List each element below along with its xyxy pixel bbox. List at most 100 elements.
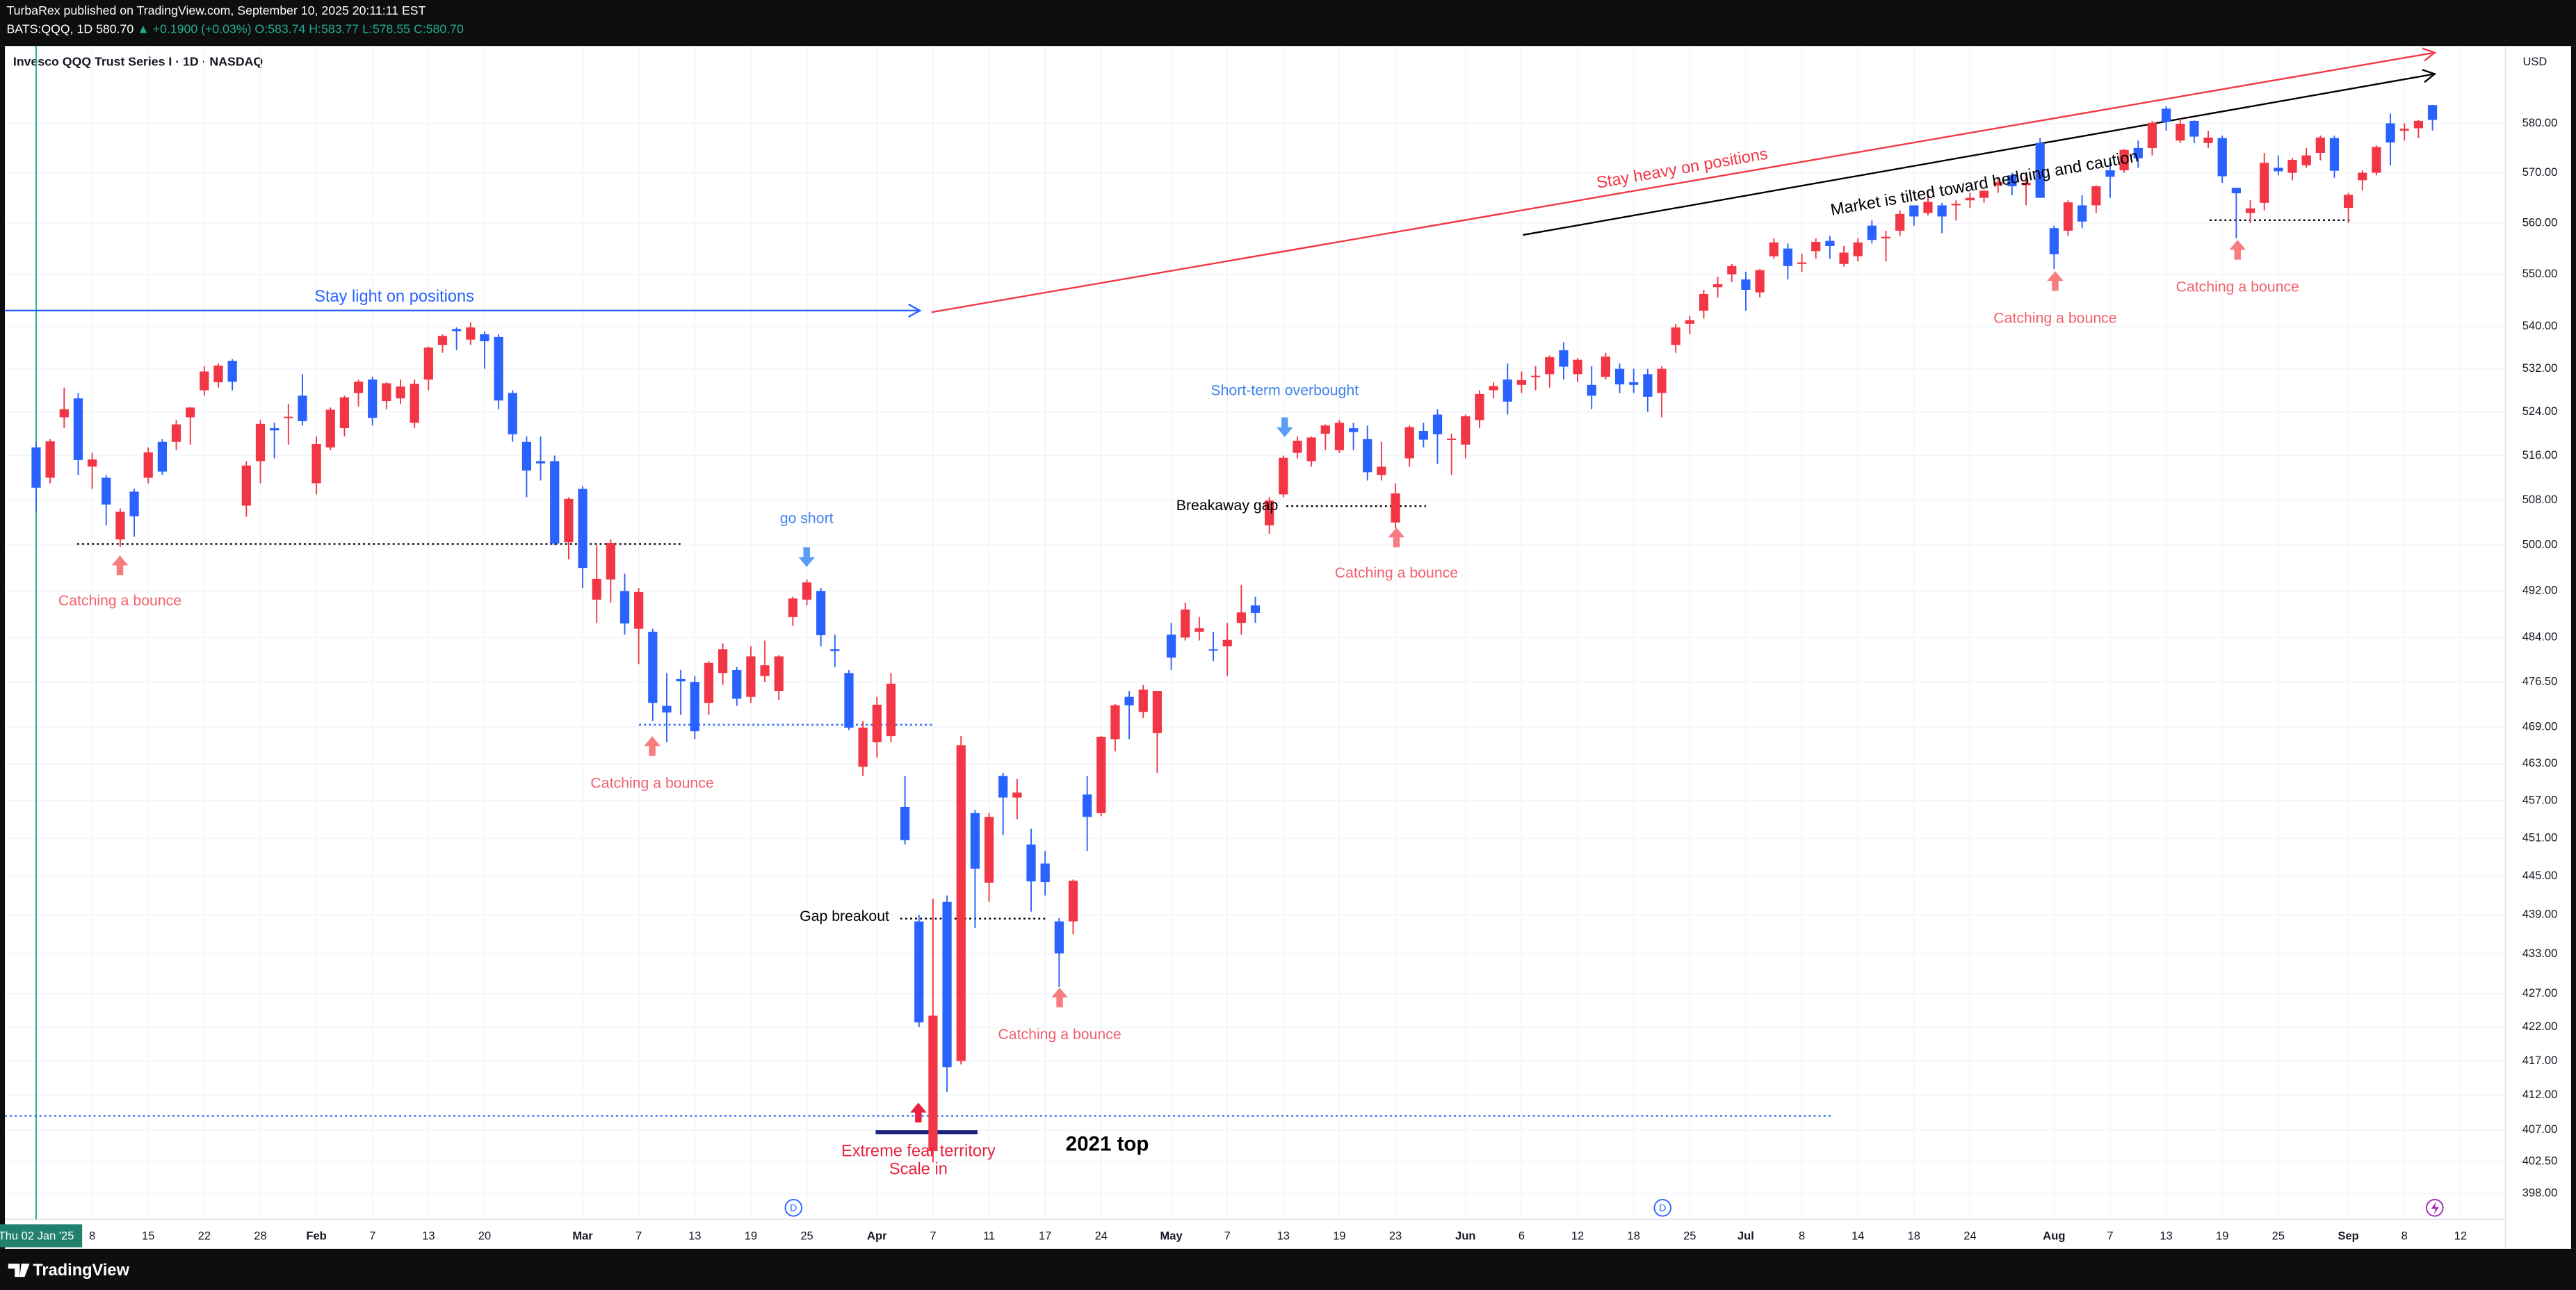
candle-body — [186, 407, 195, 418]
candle-body — [2245, 208, 2255, 213]
candle-body — [1306, 437, 1316, 462]
x-tick-label: 19 — [1333, 1230, 1345, 1243]
arrow-up — [1388, 527, 1405, 548]
x-tick-label: 13 — [1277, 1230, 1290, 1243]
candle-body — [1012, 792, 1022, 798]
candle-body — [1181, 609, 1190, 638]
candle-body — [1587, 384, 1596, 396]
candle-body — [31, 447, 41, 488]
candle-body — [73, 398, 83, 460]
candle-body — [1475, 393, 1484, 421]
candle-body — [1026, 844, 1036, 882]
candle-body — [129, 491, 139, 516]
candle-body — [143, 452, 153, 478]
candle-body — [437, 336, 448, 345]
candle-body — [1713, 284, 1723, 288]
x-tick-label: 6 — [1518, 1230, 1525, 1243]
candle-body — [942, 901, 952, 1068]
x-tick-label: 7 — [635, 1230, 642, 1243]
candle-body — [1923, 202, 1933, 213]
candle-body — [1530, 375, 1541, 377]
x-tick-label: Aug — [2043, 1230, 2065, 1243]
y-tick-label: 439.00 — [2522, 908, 2558, 921]
annotation: Gap breakout — [800, 908, 889, 924]
annotation: Catching a bounce — [998, 1026, 1121, 1043]
candle-body — [1138, 689, 1148, 712]
candle-body — [157, 441, 167, 472]
candle-body — [718, 649, 728, 673]
x-tick-label: 18 — [1908, 1230, 1920, 1243]
candle-body — [1040, 863, 1050, 883]
candle-body — [858, 727, 868, 767]
y-tick-label: 412.00 — [2522, 1088, 2558, 1101]
candle-body — [1096, 736, 1106, 813]
x-tick-label: 13 — [688, 1230, 701, 1243]
candle-body — [1293, 441, 1302, 453]
candle-body — [325, 409, 335, 448]
candle-body — [1657, 368, 1667, 393]
y-tick-label: 457.00 — [2522, 793, 2558, 806]
x-tick-label: 8 — [1799, 1230, 1805, 1243]
x-tick-label: Thu 02 Jan '25 — [0, 1230, 74, 1243]
x-tick-label: 13 — [2160, 1230, 2172, 1243]
candle-body — [2399, 129, 2409, 131]
candle-body — [1124, 696, 1134, 705]
candle-body — [1727, 266, 1737, 275]
candle-body — [1601, 357, 1611, 377]
close: C:580.70 — [414, 22, 464, 35]
annotation: Catching a bounce — [590, 774, 713, 791]
x-tick-label: 12 — [1571, 1230, 1584, 1243]
candle-body — [382, 383, 391, 402]
y-tick-label: 580.00 — [2522, 116, 2558, 129]
x-tick-label: 18 — [1628, 1230, 1640, 1243]
candle-body — [1643, 374, 1653, 397]
candle-body — [606, 543, 615, 580]
candle-body — [339, 397, 350, 429]
annotation: Breakaway gap — [1176, 497, 1279, 514]
candle-body — [1937, 205, 1947, 217]
header-bar — [0, 0, 2576, 47]
candle-body — [746, 656, 756, 697]
arrow-head — [908, 303, 922, 318]
candle-body — [619, 591, 630, 624]
candle-body — [1502, 379, 1512, 402]
candle-body — [844, 673, 854, 728]
candle-body — [886, 683, 896, 737]
arrow-up — [910, 1102, 927, 1122]
candle-body — [1951, 204, 1961, 206]
candle-body — [2260, 163, 2269, 203]
candle-body — [984, 817, 994, 883]
brand: TradingView — [33, 1262, 129, 1280]
arrow-down — [1276, 417, 1293, 437]
candle-body — [2372, 147, 2381, 173]
candle-body — [914, 921, 924, 1022]
annotation: Extreme fear territory — [841, 1143, 996, 1161]
annotation: Catching a bounce — [1993, 309, 2116, 326]
candle-body — [2329, 138, 2340, 171]
x-tick-label: 14 — [1852, 1230, 1864, 1243]
x-tick-label: 24 — [1963, 1230, 1976, 1243]
x-tick-label: 8 — [89, 1230, 95, 1243]
candle-body — [1279, 457, 1288, 495]
x-tick-label: Feb — [306, 1230, 326, 1243]
candle-body — [956, 745, 966, 1061]
candle-body — [2315, 137, 2325, 153]
annotation: Catching a bounce — [2176, 278, 2299, 295]
candle-body — [1853, 242, 1863, 256]
arrow-up — [111, 555, 129, 575]
candle-body — [521, 441, 532, 471]
candle-body — [1979, 190, 1989, 198]
candle-body — [2091, 186, 2101, 206]
x-tick-label: Jul — [1737, 1230, 1754, 1243]
candle-body — [171, 424, 181, 442]
candle-body — [1573, 359, 1582, 375]
candle-body — [255, 423, 266, 462]
candle-body — [2147, 122, 2157, 148]
y-tick-label: 427.00 — [2522, 986, 2558, 999]
x-tick-label: May — [1160, 1230, 1183, 1243]
candle-body — [1993, 182, 2003, 186]
arrow-head — [2422, 47, 2437, 62]
candle-body — [2203, 137, 2213, 143]
